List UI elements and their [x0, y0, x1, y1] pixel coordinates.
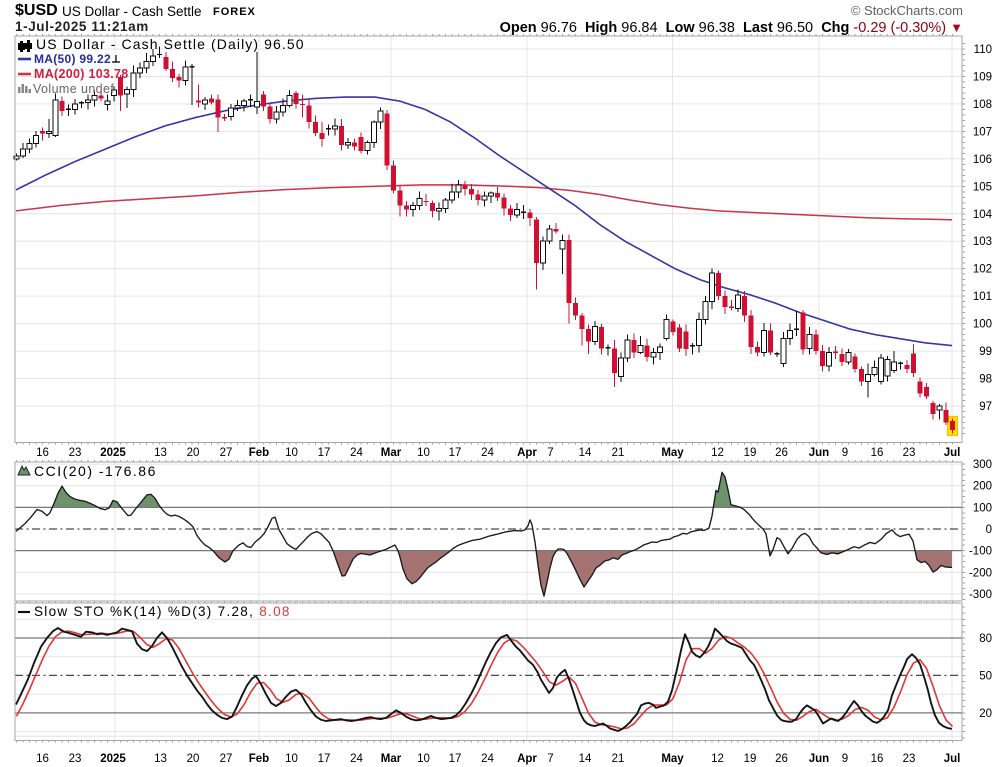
svg-text:10: 10 — [417, 447, 430, 459]
svg-text:17: 17 — [318, 753, 331, 765]
svg-text:20: 20 — [979, 708, 992, 720]
svg-text:MA(200) 103.78: MA(200) 103.78 — [34, 67, 129, 81]
svg-text:24: 24 — [350, 753, 363, 765]
svg-text:200: 200 — [973, 481, 992, 493]
svg-text:Jul: Jul — [944, 753, 961, 765]
svg-text:Jun: Jun — [809, 447, 829, 459]
svg-text:20: 20 — [187, 753, 200, 765]
svg-text:24: 24 — [481, 753, 494, 765]
svg-text:Volume undef: Volume undef — [33, 82, 114, 96]
svg-text:110: 110 — [974, 44, 992, 56]
svg-text:17: 17 — [449, 447, 462, 459]
svg-text:Feb: Feb — [249, 753, 269, 765]
svg-text:23: 23 — [903, 753, 916, 765]
svg-text:14: 14 — [579, 753, 592, 765]
svg-text:Mar: Mar — [381, 447, 402, 459]
svg-text:24: 24 — [481, 447, 494, 459]
svg-text:May: May — [661, 447, 684, 459]
svg-text:103: 103 — [973, 236, 992, 248]
svg-text:16: 16 — [871, 447, 884, 459]
svg-text:101: 101 — [973, 291, 992, 303]
svg-text:May: May — [661, 753, 684, 765]
svg-text:2025: 2025 — [100, 447, 126, 459]
svg-text:19: 19 — [744, 753, 757, 765]
svg-text:US Dollar - Cash Settle (Daily: US Dollar - Cash Settle (Daily) 96.50 — [36, 36, 305, 52]
svg-text:Jul: Jul — [944, 447, 961, 459]
svg-text:102: 102 — [973, 264, 992, 276]
svg-text:16: 16 — [36, 753, 49, 765]
svg-text:80: 80 — [979, 633, 992, 645]
svg-text:Apr: Apr — [517, 753, 537, 765]
svg-text:9: 9 — [842, 447, 848, 459]
svg-text:Jun: Jun — [809, 753, 829, 765]
svg-text:16: 16 — [36, 447, 49, 459]
svg-text:12: 12 — [711, 447, 724, 459]
svg-text:17: 17 — [318, 447, 331, 459]
svg-text:104: 104 — [973, 209, 993, 221]
svg-text:14: 14 — [579, 447, 592, 459]
svg-text:17: 17 — [449, 753, 462, 765]
svg-text:105: 105 — [973, 181, 992, 193]
svg-text:99: 99 — [979, 346, 992, 358]
svg-text:97: 97 — [979, 401, 992, 413]
svg-text:21: 21 — [612, 447, 625, 459]
svg-text:-300: -300 — [969, 589, 992, 601]
svg-text:CCI(20) -176.86: CCI(20) -176.86 — [34, 463, 157, 479]
svg-text:20: 20 — [187, 447, 200, 459]
svg-text:10: 10 — [285, 447, 298, 459]
svg-text:109: 109 — [973, 72, 992, 84]
svg-text:27: 27 — [220, 753, 233, 765]
svg-text:7: 7 — [547, 753, 553, 765]
svg-text:26: 26 — [775, 753, 788, 765]
svg-text:23: 23 — [903, 447, 916, 459]
svg-text:27: 27 — [220, 447, 233, 459]
svg-text:10: 10 — [417, 753, 430, 765]
svg-text:2025: 2025 — [100, 753, 126, 765]
svg-text:7: 7 — [547, 447, 553, 459]
svg-text:-100: -100 — [969, 546, 992, 558]
svg-text:100: 100 — [973, 319, 992, 331]
svg-text:24: 24 — [350, 447, 363, 459]
svg-text:107: 107 — [973, 126, 992, 138]
svg-text:106: 106 — [973, 154, 992, 166]
svg-text:9: 9 — [842, 753, 848, 765]
svg-text:16: 16 — [871, 753, 884, 765]
svg-text:Slow STO %K(14) %D(3) 7.28, 8.: Slow STO %K(14) %D(3) 7.28, 8.08 — [34, 604, 291, 619]
svg-text:100: 100 — [973, 502, 992, 514]
svg-text:21: 21 — [612, 753, 625, 765]
svg-text:13: 13 — [154, 753, 167, 765]
svg-text:300: 300 — [973, 459, 992, 471]
svg-text:Apr: Apr — [517, 447, 537, 459]
svg-text:19: 19 — [744, 447, 757, 459]
svg-text:50: 50 — [979, 670, 992, 682]
svg-text:23: 23 — [69, 447, 82, 459]
svg-text:Feb: Feb — [249, 447, 269, 459]
svg-text:-200: -200 — [969, 567, 992, 579]
svg-text:98: 98 — [979, 374, 992, 386]
svg-text:12: 12 — [711, 753, 724, 765]
svg-text:10: 10 — [285, 753, 298, 765]
svg-text:108: 108 — [973, 99, 992, 111]
svg-text:23: 23 — [69, 753, 82, 765]
svg-text:0: 0 — [986, 524, 992, 536]
svg-text:26: 26 — [775, 447, 788, 459]
svg-text:Mar: Mar — [381, 753, 402, 765]
svg-text:MA(50) 99.22: MA(50) 99.22 — [34, 52, 111, 66]
svg-text:13: 13 — [154, 447, 167, 459]
